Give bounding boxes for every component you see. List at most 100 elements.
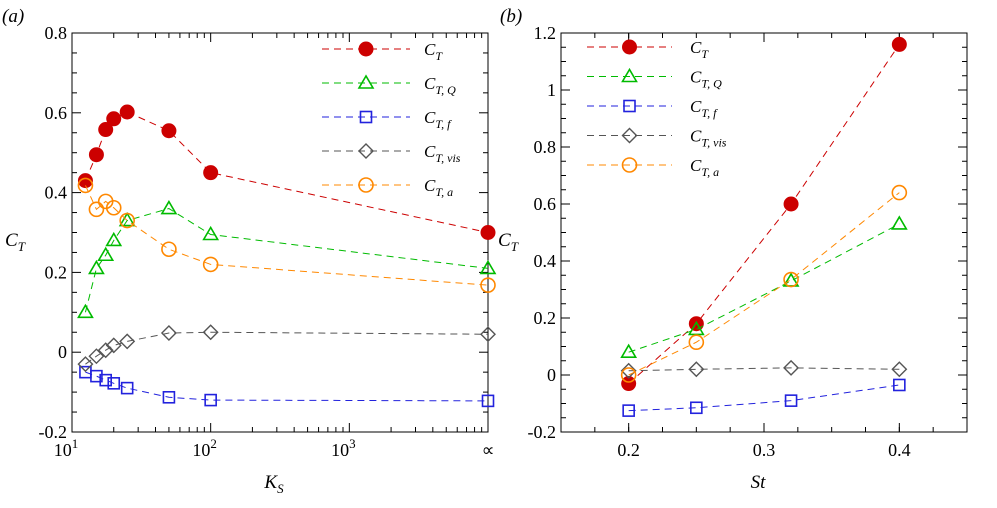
data-point-CTf — [99, 373, 113, 387]
legend-label-main: C — [690, 97, 702, 116]
x-axis-title-main: K — [263, 472, 278, 493]
data-point-CTa — [77, 177, 94, 194]
legend-entry-CTvis: CT, vis — [587, 127, 727, 150]
y-axis-title: CT — [5, 230, 26, 254]
y-axis-title-main: C — [498, 230, 511, 251]
legend-marker — [358, 143, 374, 159]
data-point-CTf — [622, 404, 635, 417]
legend-marker — [622, 39, 637, 55]
legend-marker — [621, 157, 638, 173]
x-tick-base: 10 — [331, 440, 349, 460]
x-tick-label: 103 — [331, 436, 356, 460]
series-CTa — [77, 177, 496, 293]
legend-label-sub: T — [435, 49, 443, 63]
series-CTa — [620, 184, 908, 383]
y-axis-title: CT — [498, 230, 519, 254]
legend-entry-CTa: CT, a — [587, 156, 719, 179]
legend-entry-CTQ: CT, Q — [322, 74, 456, 97]
series-CT — [77, 104, 496, 240]
data-point-CTa — [891, 184, 908, 201]
y-tick-label: 0.4 — [534, 251, 557, 271]
series-line-CT — [628, 44, 900, 384]
data-point-CTf — [784, 394, 798, 407]
legend-label: CT — [424, 40, 443, 63]
legend-marker — [621, 127, 638, 144]
x-tick-label: 101 — [54, 436, 79, 460]
panel-label: (a) — [2, 6, 24, 27]
series-line-CTvis — [85, 331, 489, 365]
x-axis-title: St — [751, 472, 767, 493]
x-tick-exp: 1 — [72, 436, 79, 451]
data-point-CTQ — [77, 303, 94, 319]
legend-label-main: C — [424, 74, 436, 93]
legend-label: CT, f — [690, 97, 718, 120]
data-point-CTa — [105, 199, 122, 216]
x-tick-exp: 3 — [349, 436, 356, 451]
data-point-CTf — [481, 394, 495, 408]
data-point-CT — [77, 173, 93, 189]
legend-label-sub: T, a — [435, 185, 453, 199]
series-CTvis — [77, 324, 496, 373]
data-point-CTQ — [202, 225, 220, 241]
data-point-CT — [783, 196, 799, 212]
data-point-CT — [119, 104, 135, 120]
y-axis-title-sub: T — [511, 239, 519, 254]
legend-marker — [358, 177, 374, 193]
data-point-CTa — [783, 271, 799, 288]
legend-marker — [621, 67, 638, 83]
legend-label-sub: T, Q — [435, 83, 456, 97]
legend-label: CT, a — [424, 176, 453, 199]
data-point-CTf — [90, 369, 103, 383]
x-tick-base: 10 — [192, 440, 210, 460]
data-point-CTQ — [160, 199, 178, 215]
y-tick-label: 0.2 — [534, 308, 557, 328]
legend-label-sub: T — [701, 47, 709, 61]
data-point-CTQ — [479, 259, 497, 275]
data-point-CT — [480, 225, 496, 240]
x-tick-label: 0.4 — [888, 440, 911, 460]
data-point-CTa — [88, 201, 105, 218]
y-tick-label: 0.8 — [534, 137, 557, 157]
data-point-CTa — [161, 241, 177, 258]
data-point-CTf — [690, 401, 703, 415]
y-tick-label: 0.6 — [45, 103, 68, 123]
x-axis-title-main: St — [751, 472, 767, 493]
series-CTf — [79, 365, 495, 408]
series-line-CTf — [85, 371, 489, 402]
series-line-CTvis — [628, 367, 900, 372]
y-tick-label: 0.6 — [534, 194, 557, 214]
x-axis-title: KS — [263, 472, 284, 496]
data-point-CTa — [202, 256, 219, 273]
data-point-CTQ — [687, 320, 705, 336]
x-tick-base: 10 — [54, 440, 72, 460]
series-CTQ — [620, 215, 908, 359]
data-point-CTvis — [119, 333, 136, 350]
legend-label-main: C — [424, 142, 436, 161]
legend-marker — [359, 110, 373, 124]
data-point-CTvis — [77, 356, 94, 373]
legend-entry-CT: CT — [587, 38, 709, 61]
series-CTvis — [620, 359, 908, 379]
legend-label-sub: T, Q — [701, 77, 722, 91]
legend-label: CT, f — [424, 108, 452, 131]
legend-label-main: C — [424, 40, 436, 59]
data-point-CTa — [480, 277, 496, 293]
y-axis-title-main: C — [5, 230, 18, 251]
series-line-CTf — [628, 384, 900, 412]
legend-entry-CTvis: CT, vis — [322, 142, 461, 165]
y-axis-title-sub: T — [18, 239, 26, 254]
legend-label-sub: T, vis — [435, 151, 460, 165]
data-point-CT — [88, 147, 104, 163]
data-point-CTf — [162, 390, 176, 404]
data-point-CTQ — [97, 246, 115, 262]
data-point-CT — [621, 376, 637, 392]
series-line-CTQ — [84, 208, 489, 313]
data-point-CTvis — [88, 348, 105, 365]
legend-label: CT, Q — [424, 74, 456, 97]
x-tick-label: 0.2 — [617, 440, 640, 460]
y-tick-label: 1.2 — [534, 23, 557, 43]
data-point-CTf — [120, 381, 134, 395]
data-point-CT — [98, 122, 114, 138]
data-point-CTQ — [620, 343, 638, 359]
